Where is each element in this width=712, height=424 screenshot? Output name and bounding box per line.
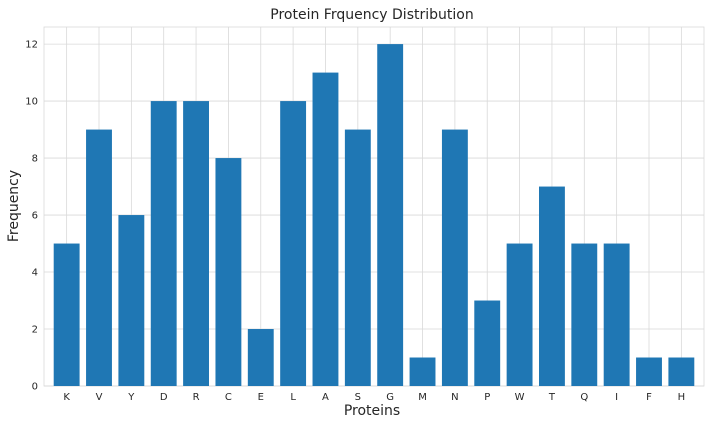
x-tick-label: W — [515, 392, 525, 403]
bar-R — [183, 101, 209, 386]
chart-title: Protein Frquency Distribution — [270, 7, 473, 23]
y-tick-label: 8 — [32, 154, 38, 165]
y-tick-label: 10 — [25, 97, 38, 108]
x-tick-label: G — [386, 392, 394, 403]
y-tick-layer: 0 2 4 6 8 10 12 — [25, 40, 38, 393]
x-tick-label: Y — [127, 392, 135, 403]
bar-E — [247, 329, 274, 386]
y-tick-label: 12 — [25, 40, 38, 51]
x-tick-label: V — [96, 392, 103, 403]
y-axis-label: Frequency — [6, 170, 22, 242]
x-tick-label: E — [258, 392, 264, 403]
x-tick-label: T — [548, 392, 556, 403]
x-tick-label: R — [193, 392, 200, 403]
x-tick-label: F — [646, 392, 652, 403]
x-tick-label: C — [225, 392, 232, 403]
bar-P — [474, 300, 501, 386]
bar-Q — [571, 243, 598, 386]
bar-G — [377, 44, 404, 386]
y-tick-label: 0 — [32, 382, 38, 393]
bar-layer — [53, 44, 695, 387]
y-tick-label: 4 — [32, 268, 38, 279]
bar-L — [280, 101, 307, 386]
bar-Y — [118, 215, 145, 386]
bar-T — [539, 186, 565, 386]
y-tick-label: 6 — [32, 211, 38, 222]
x-tick-label: P — [484, 392, 490, 403]
x-tick-label: Q — [580, 392, 588, 403]
x-tick-label: I — [615, 392, 618, 403]
bar-C — [215, 158, 242, 386]
x-tick-label: D — [160, 392, 168, 403]
x-tick-label: A — [322, 392, 329, 403]
x-tick-label: H — [678, 392, 686, 403]
bar-V — [86, 129, 112, 387]
bar-A — [312, 72, 339, 386]
x-tick-label: N — [451, 392, 458, 403]
x-tick-label: M — [418, 392, 427, 403]
bar-S — [344, 129, 371, 387]
bar-I — [603, 243, 630, 386]
bar-H — [668, 357, 695, 386]
x-tick-label: K — [63, 392, 70, 403]
bar-N — [441, 129, 468, 387]
x-axis-label: Proteins — [344, 403, 400, 419]
bar-F — [636, 357, 662, 386]
y-tick-label: 2 — [32, 325, 38, 336]
bar-D — [150, 101, 177, 386]
x-tick-label: L — [290, 392, 296, 403]
bar-K — [53, 243, 80, 386]
bar-M — [409, 357, 436, 386]
x-tick-label: S — [355, 392, 361, 403]
bar-W — [506, 243, 533, 386]
